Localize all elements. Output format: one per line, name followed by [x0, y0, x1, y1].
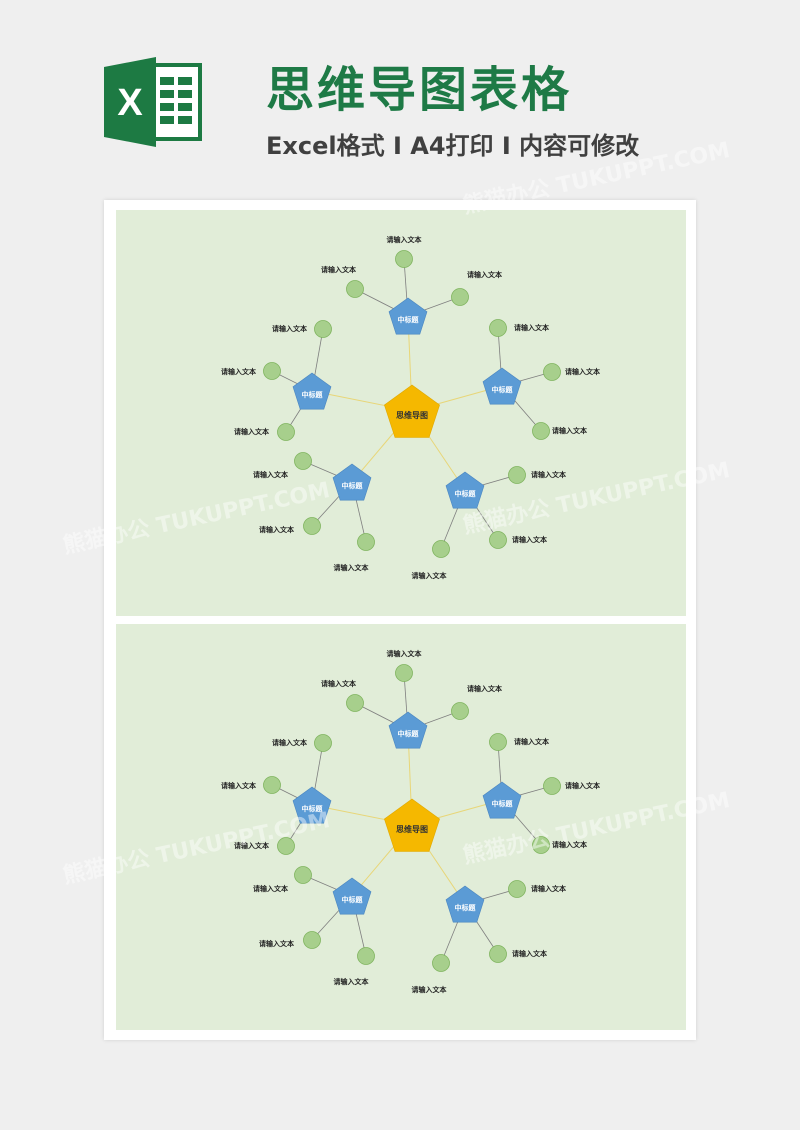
leaf-node [346, 280, 364, 298]
leaf-label: 请输入文本 [334, 977, 369, 986]
leaf-label: 请输入文本 [272, 324, 307, 333]
branch-label: 中标题 [492, 385, 514, 394]
leaf-node [489, 733, 507, 751]
leaf-node [543, 363, 561, 381]
leaf-node [508, 466, 526, 484]
branch-node [292, 786, 332, 824]
leaf-label: 请输入文本 [552, 426, 587, 435]
branch-node [482, 781, 522, 819]
leaf-node [294, 452, 312, 470]
leaf-label: 请输入文本 [259, 525, 294, 534]
leaf-label: 请输入文本 [221, 367, 256, 376]
leaf-node [451, 288, 469, 306]
leaf-label: 请输入文本 [565, 367, 600, 376]
excel-logo-letter: X [117, 82, 143, 124]
leaf-label: 请输入文本 [531, 470, 566, 479]
leaf-label: 请输入文本 [467, 270, 502, 279]
leaf-node [294, 866, 312, 884]
leaf-node [357, 947, 375, 965]
leaf-label: 请输入文本 [321, 679, 356, 688]
branch-label: 中标题 [302, 390, 324, 399]
leaf-node [314, 734, 332, 752]
leaf-label: 请输入文本 [552, 840, 587, 849]
leaf-label: 请输入文本 [531, 884, 566, 893]
leaf-label: 请输入文本 [412, 571, 447, 580]
mindmap-1: 请输入文本请输入文本请输入文本请输入文本请输入文本请输入文本请输入文本请输入文本… [116, 210, 686, 616]
page-title: 思维导图表格 [266, 62, 573, 118]
leaf-label: 请输入文本 [321, 265, 356, 274]
leaf-label: 请输入文本 [234, 841, 269, 850]
branch-label: 中标题 [455, 903, 477, 912]
branch-node [445, 471, 485, 509]
leaf-label: 请输入文本 [387, 649, 422, 658]
leaf-node [489, 945, 507, 963]
leaf-label: 请输入文本 [253, 884, 288, 893]
branch-label: 中标题 [455, 489, 477, 498]
leaf-label: 请输入文本 [512, 949, 547, 958]
leaf-node [346, 694, 364, 712]
excel-logo-icon: X [104, 57, 202, 147]
leaf-label: 请输入文本 [387, 235, 422, 244]
leaf-node [543, 777, 561, 795]
leaf-label: 请输入文本 [565, 781, 600, 790]
leaf-label: 请输入文本 [272, 738, 307, 747]
branch-label: 中标题 [398, 729, 420, 738]
mindmap-2: 请输入文本请输入文本请输入文本请输入文本请输入文本请输入文本请输入文本请输入文本… [116, 624, 686, 1030]
branch-label: 中标题 [342, 481, 364, 490]
leaf-node [263, 776, 281, 794]
leaf-node [451, 702, 469, 720]
leaf-node [432, 540, 450, 558]
branch-node [445, 885, 485, 923]
mindmap-panel-1: 请输入文本 请输入文本 请输入文本 请输入文本 请输入文本 请输入文本 请输入文本 请输入文本… [116, 210, 686, 616]
leaf-node [263, 362, 281, 380]
branch-node [332, 463, 372, 501]
branch-node [292, 372, 332, 410]
leaf-node [395, 664, 413, 682]
leaf-node [489, 531, 507, 549]
page-subtitle: Excel格式 I A4打印 I 内容可修改 [266, 132, 640, 160]
leaf-label: 请输入文本 [412, 985, 447, 994]
leaf-label: 请输入文本 [514, 737, 549, 746]
sheet-paper: 请输入文本 请输入文本 请输入文本 请输入文本 请输入文本 请输入文本 请输入文本 请输入文本… [104, 200, 696, 1040]
branch-node [388, 711, 428, 749]
mindmap-panel-2: 请输入文本 请输入文本 请输入文本 请输入文本 请输入文本 请输入文本 请输入文本 请输入文本… [116, 624, 686, 1030]
leaf-node [489, 319, 507, 337]
leaf-label: 请输入文本 [221, 781, 256, 790]
leaf-node [357, 533, 375, 551]
leaf-node [277, 423, 295, 441]
leaf-label: 请输入文本 [467, 684, 502, 693]
leaf-node [432, 954, 450, 972]
leaf-label: 请输入文本 [334, 563, 369, 572]
leaf-node [277, 837, 295, 855]
leaf-node [303, 931, 321, 949]
leaf-node [395, 250, 413, 268]
branch-node [332, 877, 372, 915]
leaf-label: 请输入文本 [253, 470, 288, 479]
leaf-node [532, 422, 550, 440]
leaf-label: 请输入文本 [512, 535, 547, 544]
center-label: 思维导图 [396, 824, 428, 834]
center-node [384, 798, 440, 852]
leaf-label: 请输入文本 [514, 323, 549, 332]
center-node [384, 384, 440, 438]
center-label: 思维导图 [396, 410, 428, 420]
leaf-label: 请输入文本 [259, 939, 294, 948]
branch-node [482, 367, 522, 405]
branch-node [388, 297, 428, 335]
leaf-node [314, 320, 332, 338]
leaf-node [303, 517, 321, 535]
branch-label: 中标题 [398, 315, 420, 324]
branch-label: 中标题 [302, 804, 324, 813]
branch-label: 中标题 [342, 895, 364, 904]
leaf-label: 请输入文本 [234, 427, 269, 436]
leaf-node [532, 836, 550, 854]
branch-label: 中标题 [492, 799, 514, 808]
leaf-node [508, 880, 526, 898]
